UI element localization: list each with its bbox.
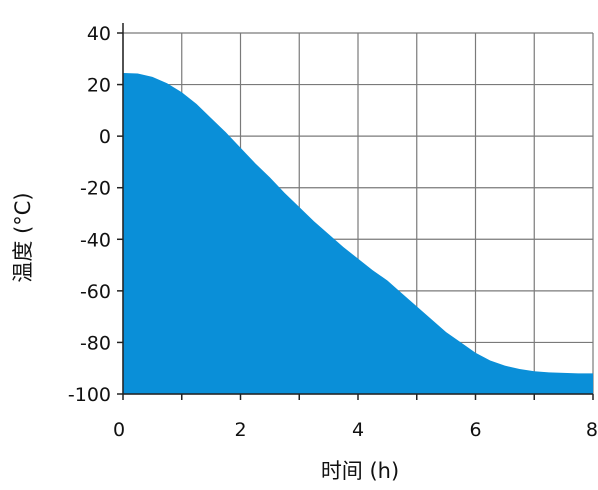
y-axis-title: 温度 (°C)	[11, 192, 35, 282]
x-axis-title: 时间 (h)	[321, 459, 399, 483]
x-tick-labels: 0 2 4 6 8	[113, 419, 598, 441]
temperature-area	[123, 72, 593, 394]
y-tick-label: 40	[87, 23, 111, 45]
y-tick-label: 0	[99, 126, 111, 148]
x-tick-label: 8	[586, 419, 598, 441]
y-tick-label: -20	[80, 178, 111, 200]
y-tick-label: -80	[80, 332, 111, 354]
y-tick-label: -40	[80, 229, 111, 251]
y-tick-label: -60	[80, 281, 111, 303]
x-tick-label: 6	[469, 419, 481, 441]
area-series	[123, 72, 593, 394]
x-tick-label: 0	[113, 419, 125, 441]
x-tick-label: 2	[234, 419, 246, 441]
x-tick-label: 4	[352, 419, 364, 441]
axes	[117, 23, 594, 400]
y-tick-labels: 40 20 0 -20 -40 -60 -80 -100	[68, 23, 111, 406]
y-tick-label: -100	[68, 384, 111, 406]
y-tick-label: 20	[87, 75, 111, 97]
